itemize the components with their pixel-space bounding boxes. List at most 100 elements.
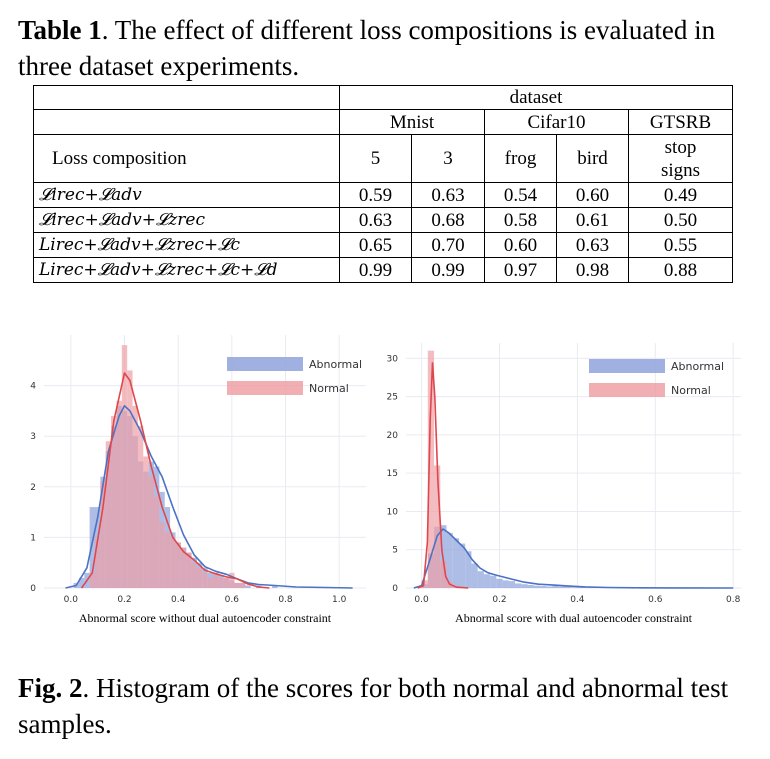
abnormal-histogram-bar [558, 586, 565, 588]
y-tick-label: 20 [387, 431, 399, 441]
abnormal-legend-swatch [227, 357, 303, 371]
table-cell: 0.63 [556, 232, 629, 258]
group-header-cifar10: Cifar10 [484, 109, 629, 135]
histogram-svg-right: 0.0 0.2 0.4 0.6 0.8 0 5 10 15 20 25 30 Abnormal Norma… [387, 343, 741, 625]
loss-formula: Lirec+𝓛adv+𝓛zrec+𝓛c+𝓛d [39, 260, 278, 280]
table-row: 𝓛irec+𝓛adv 0.59 0.63 0.54 0.60 0.49 [33, 182, 734, 208]
x-tick-label: 0.2 [117, 595, 131, 605]
normal-histogram-bar [207, 577, 214, 588]
x-tick-label: 0.4 [171, 595, 186, 605]
x-tick-label: 0.4 [570, 595, 585, 605]
normal-histogram-bar [191, 562, 197, 588]
table-row: Lirec+𝓛adv+𝓛zrec+𝓛c+𝓛d 0.99 0.99 0.97 0.… [33, 257, 734, 283]
normal-histogram-bar [116, 400, 122, 588]
normal-histogram-bar [89, 572, 95, 588]
histogram-with-constraint: 0.0 0.2 0.4 0.6 0.8 0 5 10 15 20 25 30 Abnormal Norma… [373, 330, 743, 630]
normal-histogram-bar [202, 572, 208, 588]
y-tick-label: 0 [392, 584, 398, 594]
y-tick-label: 30 [387, 354, 399, 364]
y-tick-label: 15 [387, 469, 398, 479]
abnormal-legend-label: Abnormal [671, 360, 724, 373]
subcol-header: 5 [339, 134, 412, 183]
normal-histogram-bar [440, 561, 447, 588]
abnormal-histogram-bar [245, 585, 251, 588]
abnormal-histogram-bar [540, 586, 547, 588]
normal-histogram-bar [234, 582, 240, 588]
table-cell: 0.99 [411, 257, 485, 283]
normal-histogram-bar [223, 577, 230, 588]
normal-histogram-bar [434, 465, 441, 588]
abnormal-histogram-bar [458, 543, 466, 588]
abnormal-histogram-bar [452, 538, 459, 588]
y-tick-label: 1 [30, 533, 36, 543]
y-tick-label: 0 [30, 584, 36, 594]
loss-formula: Lirec+𝓛adv+𝓛zrec+𝓛c [39, 235, 241, 255]
row-label: 𝓛irec+𝓛adv [33, 182, 340, 208]
normal-histogram-bar [170, 537, 176, 588]
abnormal-density-curve [65, 405, 353, 589]
abnormal-histogram-bar [577, 587, 584, 588]
group-header-gtsrb: GTSRB [627, 109, 734, 135]
table-cell: 0.50 [627, 207, 734, 233]
normal-histogram-bar [111, 415, 117, 588]
normal-histogram-bar [159, 522, 165, 588]
histogram-without-constraint: 0.0 0.2 0.4 0.6 0.8 1.0 0 1 2 3 4 Abnormal Normal Abn… [28, 330, 368, 630]
abnormal-histogram-bar [527, 584, 534, 588]
normal-histogram-bar [127, 370, 133, 588]
abnormal-histogram-bar [508, 581, 516, 588]
figure-caption-text: . Histogram of the scores for both norma… [18, 673, 729, 739]
abnormal-histogram-bar [546, 586, 553, 588]
table-cell: 0.54 [484, 182, 557, 208]
normal-histogram-bar [186, 552, 192, 588]
x-axis-label: Abnormal score with dual autoencoder con… [455, 611, 693, 625]
table-cell: 0.60 [556, 182, 629, 208]
normal-legend-label: Normal [671, 384, 711, 397]
normal-density-curve [80, 372, 270, 589]
figure-caption: Fig. 2. Histogram of the scores for both… [18, 670, 758, 742]
normal-histogram-bar [196, 567, 203, 588]
x-tick-label: 0.8 [726, 595, 741, 605]
normal-histogram-bar [421, 580, 428, 588]
abnormal-histogram-bar [446, 532, 453, 588]
normal-histogram-bar [132, 405, 138, 588]
subcol-header: stop signs [627, 134, 734, 183]
abnormal-histogram-bar [521, 584, 528, 588]
dataset-header: dataset [338, 85, 734, 110]
normal-histogram-bar [218, 577, 224, 588]
normal-histogram-bar [137, 426, 144, 588]
group-header-mnist: Mnist [339, 109, 485, 135]
normal-histogram-bar [427, 350, 435, 588]
abnormal-histogram-bar [502, 580, 509, 588]
x-tick-label: 0.0 [414, 595, 429, 605]
normal-legend-swatch [589, 383, 665, 397]
x-tick-label: 1.0 [332, 595, 347, 605]
abnormal-histogram-bar [564, 586, 572, 588]
table-row: Lirec+𝓛adv+𝓛zrec+𝓛c 0.65 0.70 0.60 0.63 … [33, 232, 734, 258]
abnormal-legend-label: Abnormal [309, 358, 362, 371]
abnormal-histogram-bar [571, 587, 578, 588]
normal-histogram-bar [148, 476, 155, 588]
abnormal-histogram-bar [477, 571, 484, 588]
normal-histogram-bar [143, 456, 149, 588]
abnormal-histogram-bar [78, 577, 85, 588]
table-cell: 0.63 [411, 182, 485, 208]
loss-formula: 𝓛irec+𝓛adv+𝓛zrec [39, 210, 205, 230]
subcol-header: bird [556, 134, 629, 183]
table-caption: Table 1. The effect of different loss co… [18, 12, 758, 84]
figure-caption-label: Fig. 2 [18, 673, 83, 703]
normal-histogram-bar [121, 345, 128, 588]
normal-histogram-bar [229, 572, 235, 588]
normal-legend-swatch [227, 381, 303, 395]
row-label: 𝓛irec+𝓛adv+𝓛zrec [33, 207, 340, 233]
normal-histogram-bar [164, 532, 171, 588]
abnormal-histogram-bar [496, 578, 503, 588]
table-row: 𝓛irec+𝓛adv+𝓛zrec 0.63 0.68 0.58 0.61 0.5… [33, 207, 734, 233]
x-tick-label: 0.8 [278, 595, 293, 605]
table-cell: 0.68 [411, 207, 485, 233]
row-label: Lirec+𝓛adv+𝓛zrec+𝓛c+𝓛d [33, 257, 340, 283]
abnormal-histogram-bar [471, 563, 478, 588]
x-tick-label: 0.6 [648, 595, 663, 605]
table-empty-cell [33, 109, 340, 135]
row-label: Lirec+𝓛adv+𝓛zrec+𝓛c [33, 232, 340, 258]
normal-histogram-bar [154, 496, 160, 588]
